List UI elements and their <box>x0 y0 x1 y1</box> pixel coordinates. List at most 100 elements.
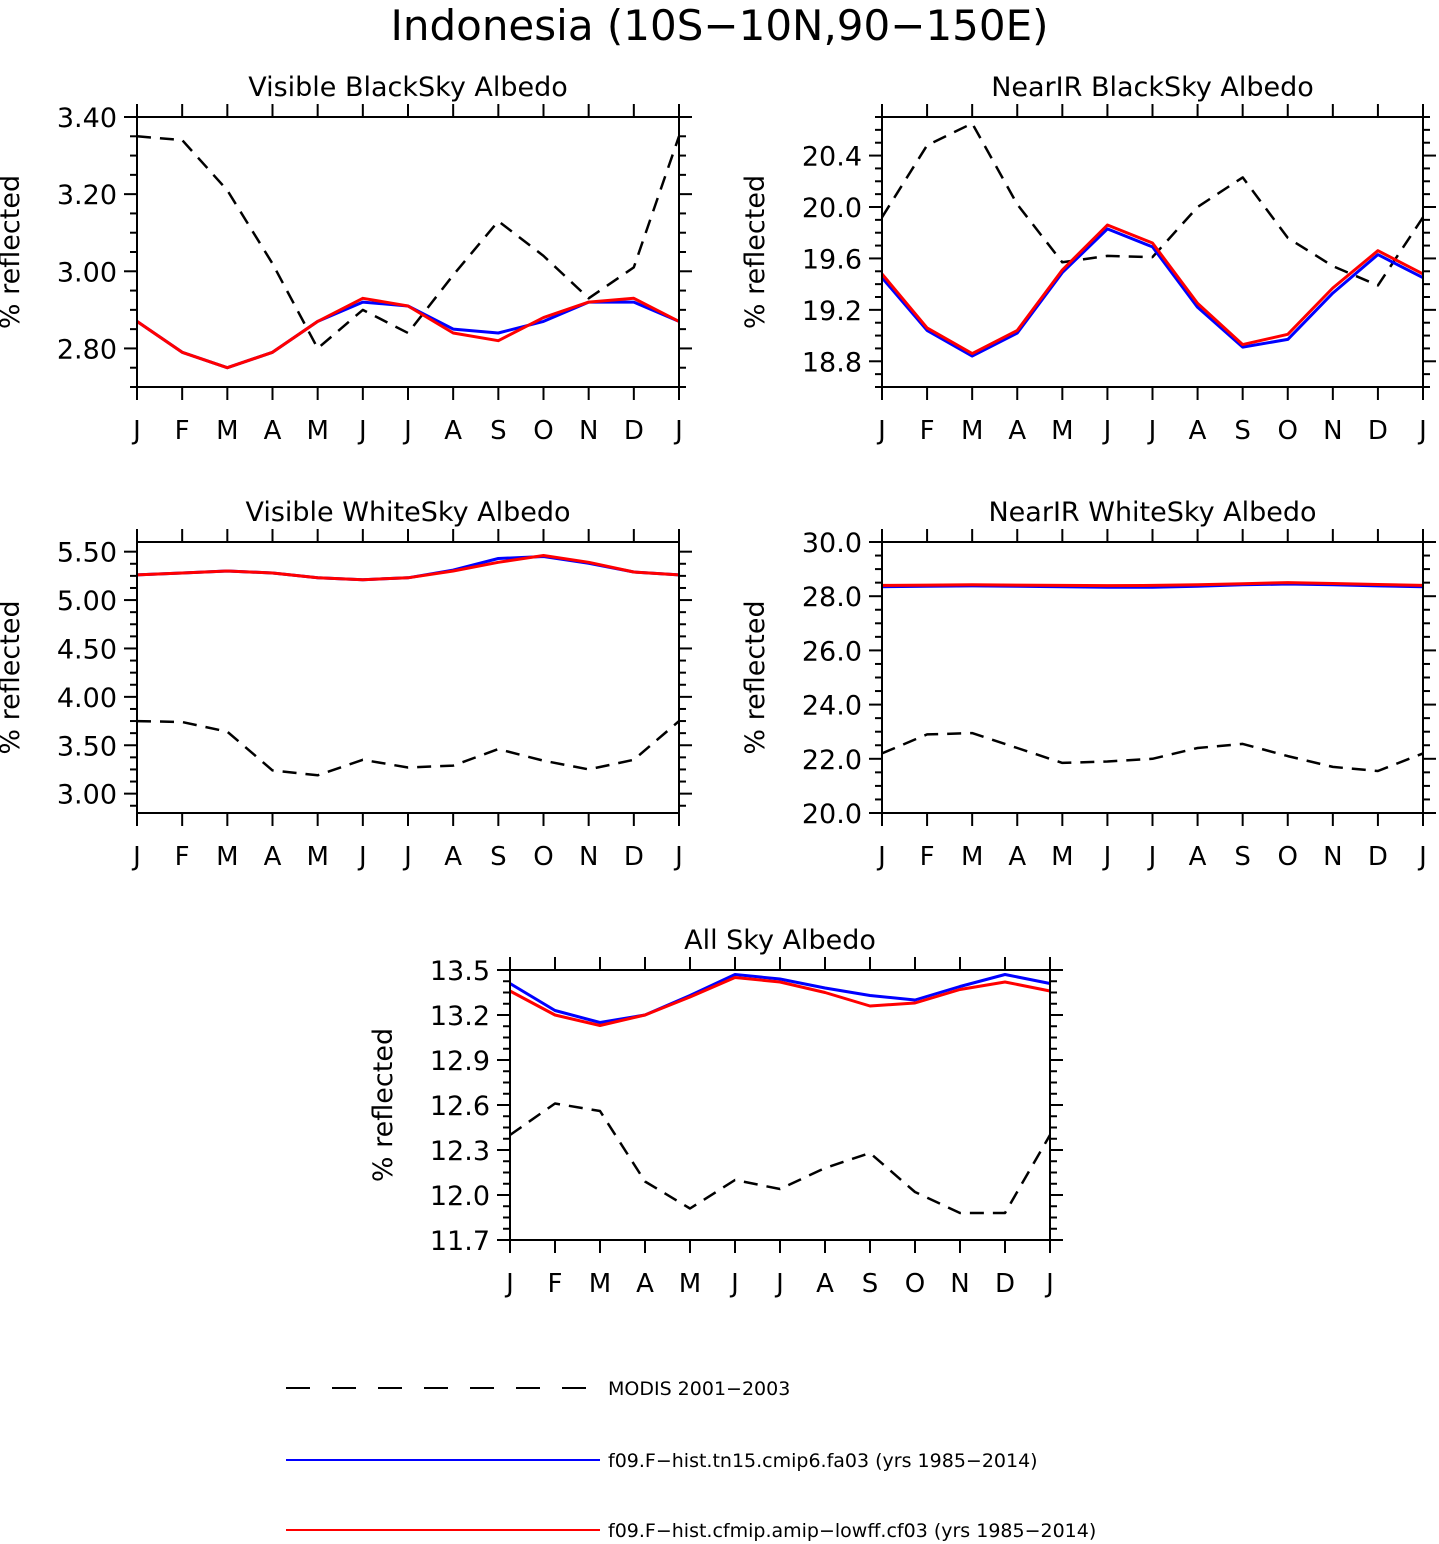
y-tick-label: 4.00 <box>57 683 117 714</box>
y-tick-label: 19.2 <box>802 296 862 327</box>
x-tick-label: F <box>920 842 935 872</box>
x-tick-label: A <box>264 842 282 872</box>
plot-frame <box>136 116 680 388</box>
chart-visible-whitesky: Visible WhiteSky Albedo% reflectedJFMAMJ… <box>0 497 692 872</box>
y-axis-label: % reflected <box>368 1028 399 1182</box>
y-tick-label: 28.0 <box>802 582 862 613</box>
x-tick-label: F <box>175 416 190 446</box>
x-tick-label: D <box>624 416 644 446</box>
x-tick-label: J <box>774 1269 784 1299</box>
x-tick-label: J <box>1417 842 1427 872</box>
x-tick-label: M <box>961 842 983 872</box>
x-tick-label: D <box>995 1269 1015 1299</box>
y-tick-label: 19.6 <box>802 244 862 275</box>
y-tick-label: 11.7 <box>430 1226 490 1257</box>
legend: MODIS 2001−2003 f09.F−hist.tn15.cmip6.fa0… <box>286 1378 1096 1542</box>
x-tick-label: A <box>444 842 462 872</box>
x-tick-label: M <box>1051 416 1073 446</box>
chart-title: NearIR BlackSky Albedo <box>991 72 1314 103</box>
plot-frame <box>881 116 1424 388</box>
y-tick-label: 22.0 <box>802 745 862 776</box>
y-tick-label: 3.00 <box>57 780 117 811</box>
y-tick-label: 18.8 <box>802 347 862 378</box>
legend-label: f09.F−hist.cfmip.amip−lowff.cf03 (yrs 19… <box>608 1520 1096 1542</box>
x-tick-label: D <box>1368 416 1388 446</box>
y-axis-label: % reflected <box>740 175 771 329</box>
x-tick-label: J <box>131 416 141 446</box>
x-tick-label: J <box>1102 842 1112 872</box>
x-tick-label: O <box>533 842 553 872</box>
y-tick-label: 13.2 <box>430 1001 490 1032</box>
series-line-3 <box>509 976 1051 1027</box>
y-axis-label: % reflected <box>0 600 26 754</box>
x-tick-label: D <box>1368 842 1388 872</box>
series-line-2 <box>136 300 680 370</box>
y-tick-label: 20.0 <box>802 799 862 830</box>
series-line-3 <box>881 581 1424 588</box>
x-tick-label: N <box>1323 842 1342 872</box>
x-tick-label: N <box>579 416 598 446</box>
x-tick-label: A <box>1008 842 1026 872</box>
x-tick-label: A <box>816 1269 834 1299</box>
x-tick-label: M <box>306 842 328 872</box>
legend-label: f09.F−hist.tn15.cmip6.fa03 (yrs 1985−201… <box>608 1450 1038 1472</box>
series-line-3 <box>880 223 1424 356</box>
y-axis-label: % reflected <box>740 600 771 754</box>
x-tick-label: J <box>357 416 367 446</box>
x-tick-label: J <box>1147 842 1157 872</box>
x-tick-label: S <box>1234 416 1251 446</box>
series-line-2 <box>509 973 1051 1024</box>
chart-title: NearIR WhiteSky Albedo <box>988 497 1316 528</box>
series-line-2 <box>880 227 1424 358</box>
x-tick-label: M <box>961 416 983 446</box>
x-tick-label: O <box>1278 842 1298 872</box>
x-tick-label: J <box>1044 1269 1054 1299</box>
x-tick-label: N <box>950 1269 969 1299</box>
series-line-3 <box>136 554 680 582</box>
legend-label: MODIS 2001−2003 <box>608 1378 790 1400</box>
series-line-1 <box>880 122 1425 287</box>
x-tick-label: S <box>490 842 507 872</box>
x-tick-label: A <box>636 1269 654 1299</box>
y-tick-label: 5.50 <box>57 538 117 569</box>
series-line-1 <box>136 135 681 350</box>
x-tick-label: M <box>306 416 328 446</box>
x-tick-label: N <box>579 842 598 872</box>
x-tick-label: J <box>504 1269 514 1299</box>
chart-title: Visible WhiteSky Albedo <box>245 497 570 528</box>
chart-title: All Sky Albedo <box>684 925 876 956</box>
x-tick-label: J <box>1417 416 1427 446</box>
plot-frame <box>136 541 680 814</box>
x-tick-label: M <box>679 1269 701 1299</box>
series-line-1 <box>136 719 680 777</box>
series-line-1 <box>881 731 1424 773</box>
x-tick-label: M <box>216 842 238 872</box>
page-title: Indonesia (10S−10N,90−150E) <box>390 1 1049 50</box>
x-tick-label: A <box>444 416 462 446</box>
x-tick-label: J <box>402 842 412 872</box>
legend-item-1: MODIS 2001−2003 <box>286 1378 790 1400</box>
y-tick-label: 12.6 <box>430 1091 490 1122</box>
x-tick-label: M <box>216 416 238 446</box>
y-tick-label: 3.50 <box>57 731 117 762</box>
x-tick-label: J <box>1102 416 1112 446</box>
y-tick-label: 26.0 <box>802 636 862 667</box>
x-tick-label: S <box>1234 842 1251 872</box>
legend-item-3: f09.F−hist.cfmip.amip−lowff.cf03 (yrs 19… <box>286 1520 1096 1542</box>
series-line-1 <box>509 1102 1052 1215</box>
x-tick-label: A <box>264 416 282 446</box>
x-tick-label: N <box>1323 416 1342 446</box>
x-tick-label: J <box>357 842 367 872</box>
y-tick-label: 20.4 <box>802 142 862 173</box>
plot-frame <box>509 969 1051 1241</box>
series-line-2 <box>136 555 680 582</box>
y-tick-label: 13.5 <box>430 956 490 987</box>
x-tick-label: J <box>673 842 683 872</box>
x-tick-label: J <box>876 842 886 872</box>
x-tick-label: J <box>131 842 141 872</box>
y-tick-label: 12.0 <box>430 1181 490 1212</box>
x-tick-label: A <box>1189 842 1207 872</box>
y-tick-label: 4.50 <box>57 634 117 665</box>
